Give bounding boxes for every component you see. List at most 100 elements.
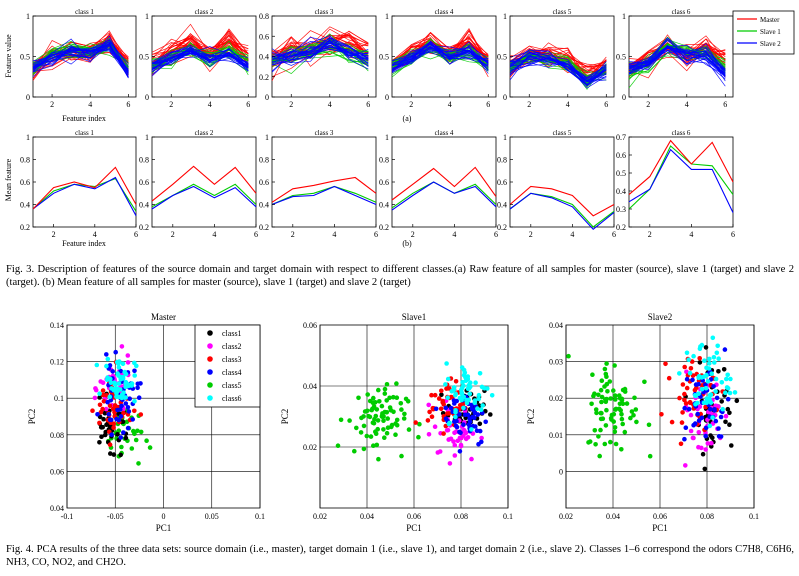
fig4-point-class5 — [603, 371, 609, 377]
fig4-point-class3 — [683, 401, 689, 406]
fig4-point-class5 — [394, 395, 400, 401]
fig4-point-class5 — [600, 416, 606, 422]
fig3b-y-tick-label: 0.2 — [497, 223, 507, 232]
fig4-point-class3 — [659, 412, 664, 417]
fig4-point-class6 — [719, 380, 725, 385]
fig4-x-tick-label: 0.02 — [313, 512, 327, 521]
fig4-point-class5 — [365, 408, 370, 414]
fig4-point-class1 — [719, 399, 724, 404]
fig4-point-class6 — [687, 370, 693, 376]
fig4-point-class4 — [452, 419, 457, 424]
fig4-point-class4 — [711, 384, 716, 389]
fig4-point-class5 — [382, 391, 388, 396]
fig4-point-class1 — [697, 360, 703, 365]
fig4-point-class6 — [723, 390, 728, 396]
fig4-point-class6 — [711, 355, 717, 360]
fig4-point-class5 — [361, 446, 367, 452]
fig4-point-class5 — [619, 447, 624, 452]
fig4-point-class2 — [125, 353, 131, 358]
fig4-point-class5 — [604, 381, 610, 387]
fig4-point-class6 — [727, 390, 733, 396]
fig4-point-class4 — [130, 417, 135, 422]
fig3a-x-tick-label: 6 — [246, 100, 250, 109]
fig4-point-class5 — [391, 394, 396, 400]
fig3b-x-tick-label: 6 — [254, 230, 258, 239]
fig4-point-class5 — [385, 416, 391, 421]
fig3a-y-tick-label: 0.5 — [20, 53, 30, 62]
fig3b-y-tick-label: 0.4 — [616, 187, 626, 196]
fig4-point-class6 — [114, 394, 119, 400]
fig3a-y-tick-label: 0.5 — [379, 53, 389, 62]
fig4-point-class5 — [620, 401, 626, 407]
fig3a-slave2-line — [271, 40, 369, 67]
fig3b-x-tick-label: 2 — [171, 230, 175, 239]
fig4-point-class2 — [688, 428, 694, 434]
fig4-point-class2 — [451, 439, 456, 444]
fig4-point-class5 — [608, 396, 613, 401]
fig4-point-class5 — [364, 433, 370, 439]
fig3b-axes-box — [391, 136, 497, 228]
fig3a-x-tick-label: 6 — [366, 100, 370, 109]
fig4-point-class2 — [452, 443, 458, 448]
fig4-point-class2 — [426, 402, 432, 408]
fig3b-x-tick-label: 4 — [570, 230, 574, 239]
fig4-point-class3 — [111, 421, 117, 427]
fig4-y-tick-label: 0.04 — [303, 382, 317, 391]
fig4-point-class5 — [370, 400, 376, 406]
fig4-point-class6 — [482, 386, 487, 391]
fig4-y-tick-label: 0.04 — [549, 321, 563, 330]
fig4-point-class5 — [604, 407, 609, 413]
fig4-point-class4 — [454, 398, 460, 404]
fig4-point-class4 — [714, 395, 720, 401]
fig4-point-class4 — [712, 408, 717, 413]
fig4-legend-marker — [207, 356, 213, 362]
fig4-point-class4 — [686, 406, 692, 412]
fig4-point-class1 — [118, 452, 123, 458]
fig4-point-class4 — [118, 407, 123, 412]
fig4-x-tick-label: 0.04 — [360, 512, 374, 521]
fig3a-y-tick-label: 0 — [503, 93, 507, 102]
fig3b-x-tick-label: 6 — [494, 230, 498, 239]
fig4-point-class6 — [134, 363, 139, 369]
fig4-point-class5 — [613, 406, 619, 412]
fig4-point-class2 — [92, 395, 98, 401]
fig4-point-class4 — [469, 402, 475, 408]
fig4-point-class5 — [371, 395, 376, 401]
fig4-point-class5 — [399, 453, 404, 459]
fig3a-y-tick-label: 0 — [622, 93, 626, 102]
fig4-point-class6 — [473, 380, 478, 386]
fig3a-y-tick-label: 0.5 — [497, 53, 507, 62]
fig4-point-class4 — [483, 419, 489, 425]
fig4-point-class5 — [629, 409, 635, 414]
fig4-point-class5 — [381, 418, 386, 424]
fig4-point-class5 — [593, 407, 599, 412]
fig3b-master-line — [151, 165, 257, 202]
fig4-point-class6 — [702, 358, 707, 364]
fig4-point-class5 — [361, 423, 367, 429]
fig4-point-class5 — [136, 461, 141, 466]
fig4-point-class4 — [125, 405, 131, 410]
fig3b-x-tick-label: 4 — [332, 230, 336, 239]
fig4-point-class4 — [713, 418, 719, 424]
fig4-point-class5 — [590, 372, 595, 378]
fig4-point-class5 — [399, 407, 404, 412]
fig3a-slave2-line — [509, 56, 607, 83]
fig4-panel-title: Master — [151, 312, 176, 322]
fig3a-slave2-line — [628, 37, 726, 75]
fig4-point-class2 — [463, 430, 469, 436]
fig4-point-class6 — [692, 393, 698, 398]
fig3a-slave2-line — [509, 52, 607, 83]
fig4-point-class5 — [611, 388, 616, 393]
fig4-point-class2 — [683, 463, 688, 468]
fig4-point-class2 — [100, 380, 106, 386]
fig3b-y-tick-label: 0.6 — [139, 178, 149, 187]
fig4-legend — [194, 324, 261, 408]
fig3b-panel-title: class 3 — [315, 129, 334, 137]
fig3a-x-tick-label: 6 — [723, 100, 727, 109]
fig4-point-class6 — [707, 361, 712, 366]
fig4-point-class6 — [123, 379, 129, 385]
fig3a-slave2-line — [391, 41, 489, 67]
fig3b-y-tick-label: 0.8 — [497, 156, 507, 165]
fig3a-slave2-line — [271, 44, 369, 72]
fig3a-slave2-line — [32, 38, 129, 76]
